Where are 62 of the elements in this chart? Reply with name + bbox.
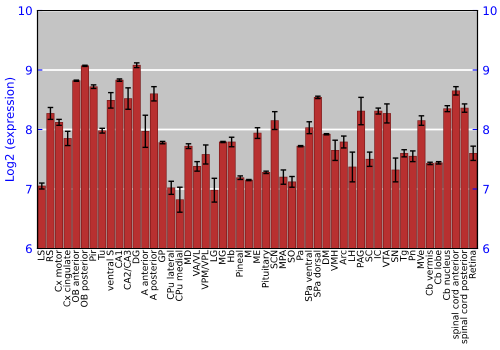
x-tick-label: Cb vermis [426, 250, 433, 296]
y2-tick-label: 10 [484, 6, 497, 16]
x-tick-label: SN [391, 250, 398, 262]
x-tick-label: GP [158, 250, 166, 262]
x-tick-label: ventral S [106, 250, 114, 291]
x-tick-label: MG [218, 250, 226, 264]
x-tick-label: OB anterior [72, 250, 79, 302]
x-tick-label: CA1 [115, 250, 122, 268]
x-tick-label: Cb lobe [434, 250, 442, 284]
x-tick-label: DM [322, 250, 330, 264]
x-tick-label: CPu lateral [166, 250, 174, 300]
x-tick-label: Arc [340, 250, 346, 265]
y-tick-label: 8 [26, 125, 32, 134]
x-tick-label: RS [46, 250, 54, 262]
x-tick-label: ME [253, 250, 260, 263]
x-tick-label: MPA [279, 250, 286, 268]
x-tick-label: DG [132, 250, 140, 264]
y2-tick-label: 6 [483, 244, 490, 254]
y-tick-label: 9 [26, 66, 32, 75]
x-tick-label: VPM/VPL [202, 250, 210, 290]
x-tick-label: SCN [270, 250, 278, 268]
x-tick-label: spinal cord anterior [451, 250, 460, 339]
x-tick-label: VA/VL [192, 250, 200, 276]
x-tick-label: Cx cingulate [63, 250, 72, 307]
x-tick-label: CPu medial [175, 250, 183, 301]
x-tick-label: PAG [356, 250, 364, 268]
x-tick-label: Retina [468, 250, 476, 278]
x-tick-label: Pn [408, 250, 416, 260]
x-tick-label: LH [348, 250, 355, 261]
x-tick-label: Pa [296, 250, 304, 260]
x-tick-label: spinal cord posterior [460, 250, 469, 344]
y-axis-title: Log2 (expression) [4, 78, 16, 181]
x-tick-label: Pineal [236, 250, 243, 276]
y-tick-label: 6 [26, 244, 32, 254]
x-tick-label: SPa ventral [304, 250, 312, 302]
x-tick-label: VTA [382, 250, 390, 268]
y2-tick-label: 9 [483, 66, 490, 75]
x-tick-label: Tg [400, 250, 409, 262]
x-tick-label: Cb nucleus [442, 250, 450, 300]
x-tick-label: A posterior [150, 250, 158, 300]
x-tick-label: SO [288, 250, 295, 262]
x-tick-label: A anterior [140, 250, 148, 296]
x-tick-label: OB posterior [80, 250, 90, 307]
x-tick-label: SPa dorsal [313, 250, 321, 297]
y-tick-label: 7 [26, 184, 32, 194]
x-tick-label: LG [210, 250, 218, 262]
x-tick-label: Pir [89, 250, 96, 261]
x-tick-label: M [244, 250, 252, 257]
y-tick-label: 10 [18, 6, 32, 16]
x-tick-label: Hb [227, 250, 234, 262]
x-tick-label: LS [38, 250, 44, 260]
x-tick-label: Cx motor [54, 250, 62, 292]
y2-tick-label: 7 [483, 184, 489, 194]
x-tick-label: VMH [330, 250, 338, 271]
x-tick-label: Pituitary [262, 250, 271, 288]
x-tick-label: IC [374, 250, 381, 258]
x-tick-label: Tu [98, 250, 105, 260]
x-tick-label: MVe [417, 250, 424, 268]
x-tick-label: SC [365, 250, 372, 262]
x-tick-label: CA2/CA3 [124, 250, 132, 290]
y2-tick-label: 8 [483, 125, 490, 134]
x-tick-label: MD [184, 250, 192, 264]
